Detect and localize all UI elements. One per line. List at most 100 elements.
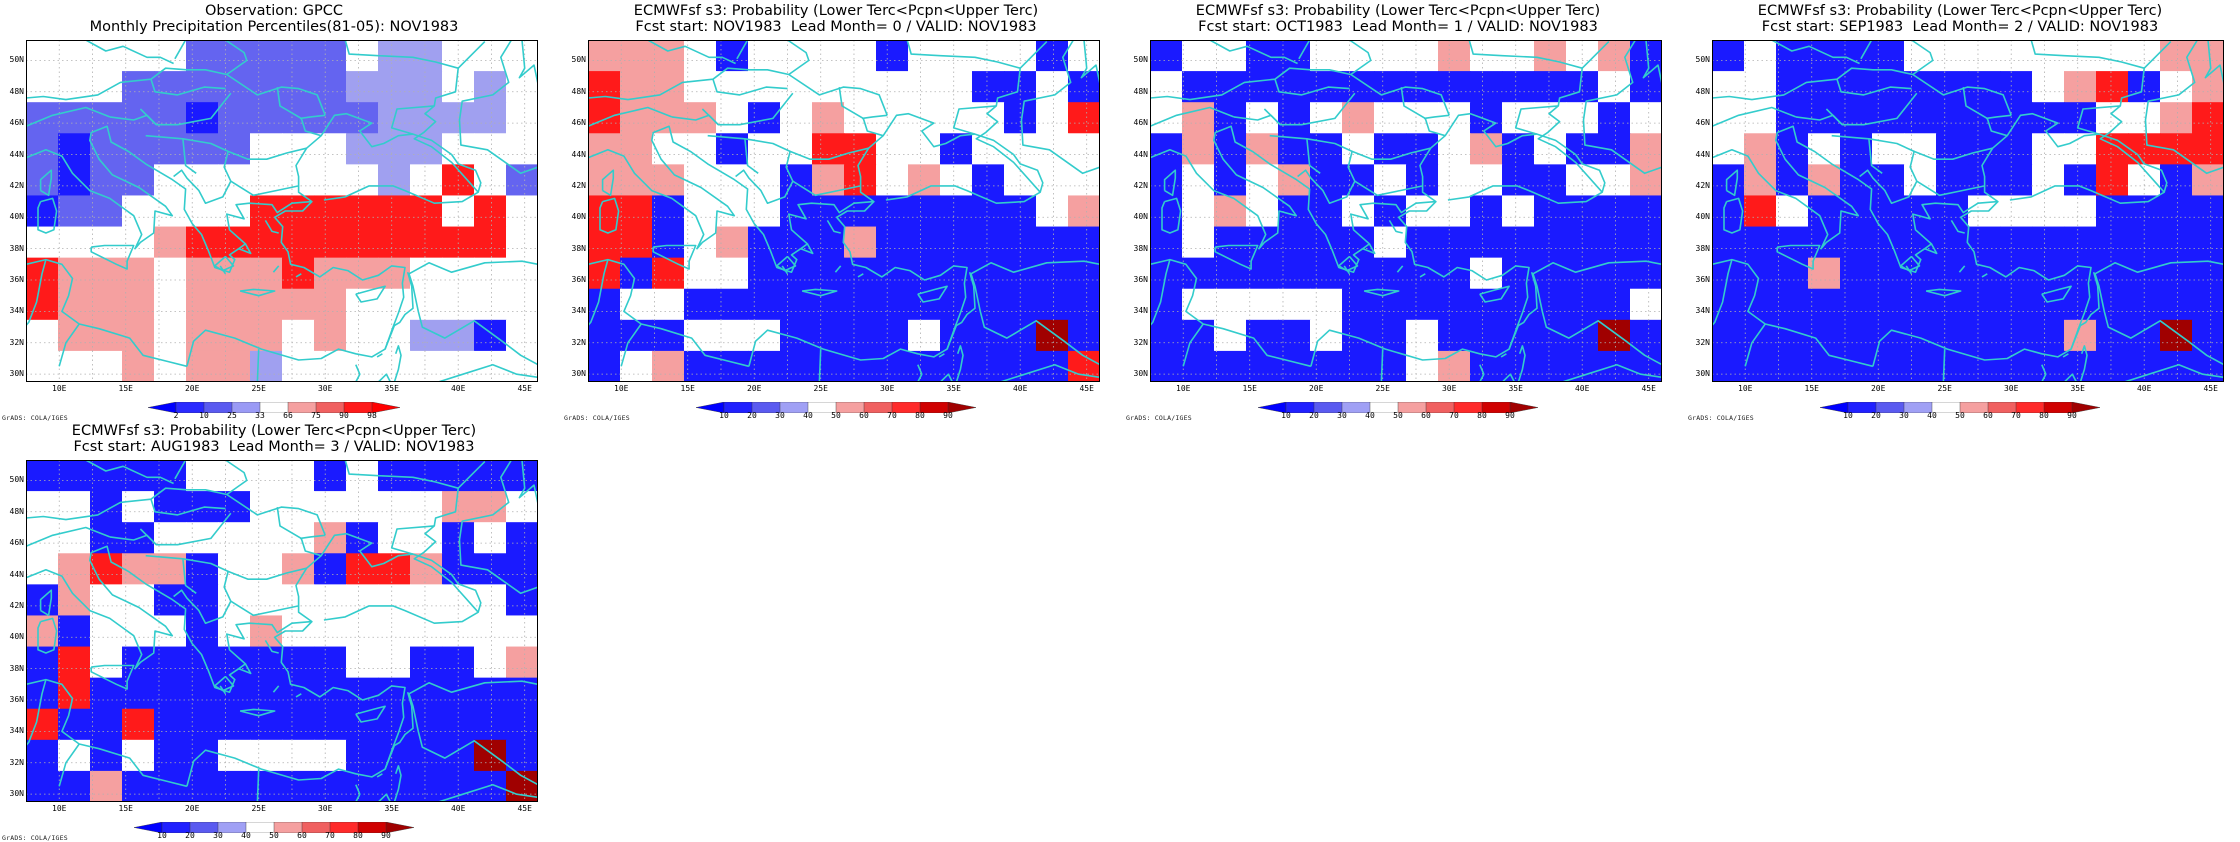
grid-cell (346, 319, 379, 352)
grid-cell (684, 40, 717, 72)
coastline (1396, 265, 1404, 273)
longitude-label: 20E (746, 384, 762, 393)
coastline (1163, 169, 1177, 197)
latitude-label: 50N (1695, 55, 1710, 65)
coastline (26, 525, 480, 693)
grid-cell (346, 491, 379, 523)
colorbar-label: 70 (887, 411, 897, 420)
colorbar-label: 80 (915, 411, 925, 420)
grid-cell (314, 584, 347, 617)
coastline (2094, 260, 2224, 366)
grid-cell (1406, 102, 1439, 134)
grid-cell (122, 739, 155, 772)
coastline (2144, 40, 2224, 175)
grid-cell (474, 770, 507, 802)
grid-cell (1872, 288, 1905, 321)
latitude-label: 36N (1133, 275, 1148, 285)
longitude-label: 10E (614, 384, 629, 393)
coastline (1712, 105, 2166, 273)
grid-cell (972, 319, 1005, 352)
grid-cell (2064, 195, 2097, 228)
grid-cell (314, 615, 347, 648)
grid-cell (2160, 195, 2193, 228)
coastline (620, 323, 642, 367)
grid-cell (250, 770, 283, 802)
grid-cell (1808, 71, 1841, 103)
grid-cell (410, 195, 443, 228)
grid-cell (1630, 288, 1662, 321)
coastline (1950, 219, 1965, 234)
grid-cell (26, 460, 59, 492)
grid-cell (1068, 319, 1100, 352)
grid-cell (748, 40, 781, 72)
grid-cell (1534, 319, 1567, 352)
grid-cell (1566, 71, 1599, 103)
longitude-label: 20E (184, 804, 200, 813)
coastline (1298, 40, 1311, 60)
colorbar-svg (1257, 401, 1539, 414)
grid-cell (26, 770, 59, 802)
grid-cell (314, 491, 347, 523)
grid-cell (442, 257, 475, 290)
grid-cell (1776, 133, 1809, 165)
grid-cell (2096, 164, 2129, 197)
grid-cell (1968, 226, 2001, 259)
colorbar-label: 70 (325, 831, 335, 840)
grid-cell (58, 195, 91, 228)
grid-cell (282, 522, 315, 554)
coastline (518, 460, 538, 505)
grid-cell (972, 350, 1005, 382)
colorbar-label: 90 (339, 411, 349, 420)
colorbar-label: 40 (1927, 411, 1937, 420)
grid-cell (588, 319, 621, 352)
grid-cell (1630, 226, 1662, 259)
grid-cell (410, 584, 443, 617)
panel-subtitle: Fcst start: AUG1983 Lead Month= 3 / VALI… (73, 439, 475, 455)
coastline (826, 219, 841, 234)
grid-cell (1534, 257, 1567, 290)
grid-cell (1374, 226, 1407, 259)
grid-cell (1744, 257, 1777, 290)
precipitation-map (588, 40, 1100, 382)
grid-cell (1406, 40, 1439, 72)
grid-cell (1904, 195, 1937, 228)
grid-cell (2160, 350, 2193, 382)
grid-cell (186, 133, 219, 165)
grid-cell (186, 708, 219, 741)
grid-cell (442, 491, 475, 523)
coastline (186, 201, 406, 367)
grid-cell (58, 708, 91, 741)
grid-cell (378, 288, 411, 321)
grid-cell (58, 739, 91, 772)
colorbar-swatch (2071, 401, 2101, 414)
grid-cell (812, 40, 845, 72)
coastline (946, 271, 976, 350)
grid-cell (282, 770, 315, 802)
grid-cell (1598, 226, 1631, 259)
grid-cell (1182, 257, 1215, 290)
grid-cell (346, 584, 379, 617)
grid-cell (940, 257, 973, 290)
coastline (299, 114, 326, 120)
coastline (173, 138, 232, 204)
grid-cell (90, 615, 123, 648)
longitude-label: 35E (384, 384, 399, 393)
grid-cell (972, 164, 1005, 197)
grid-cell (2192, 102, 2224, 134)
grid-cell (314, 40, 347, 72)
grid-cell (684, 350, 717, 382)
coastline (2041, 285, 2072, 303)
grid-cell (1278, 257, 1311, 290)
grid-cell (1214, 226, 1247, 259)
grid-cell (314, 288, 347, 321)
grid-cell (314, 164, 347, 197)
grid-cell (1310, 40, 1343, 72)
grid-cell (1470, 164, 1503, 197)
grid-cell (684, 319, 717, 352)
coastline (1725, 169, 1739, 197)
grid-cell (282, 288, 315, 321)
grid-cell (2192, 133, 2224, 165)
coastline (26, 105, 480, 273)
coastline (939, 373, 954, 382)
grid-cell (844, 288, 877, 321)
